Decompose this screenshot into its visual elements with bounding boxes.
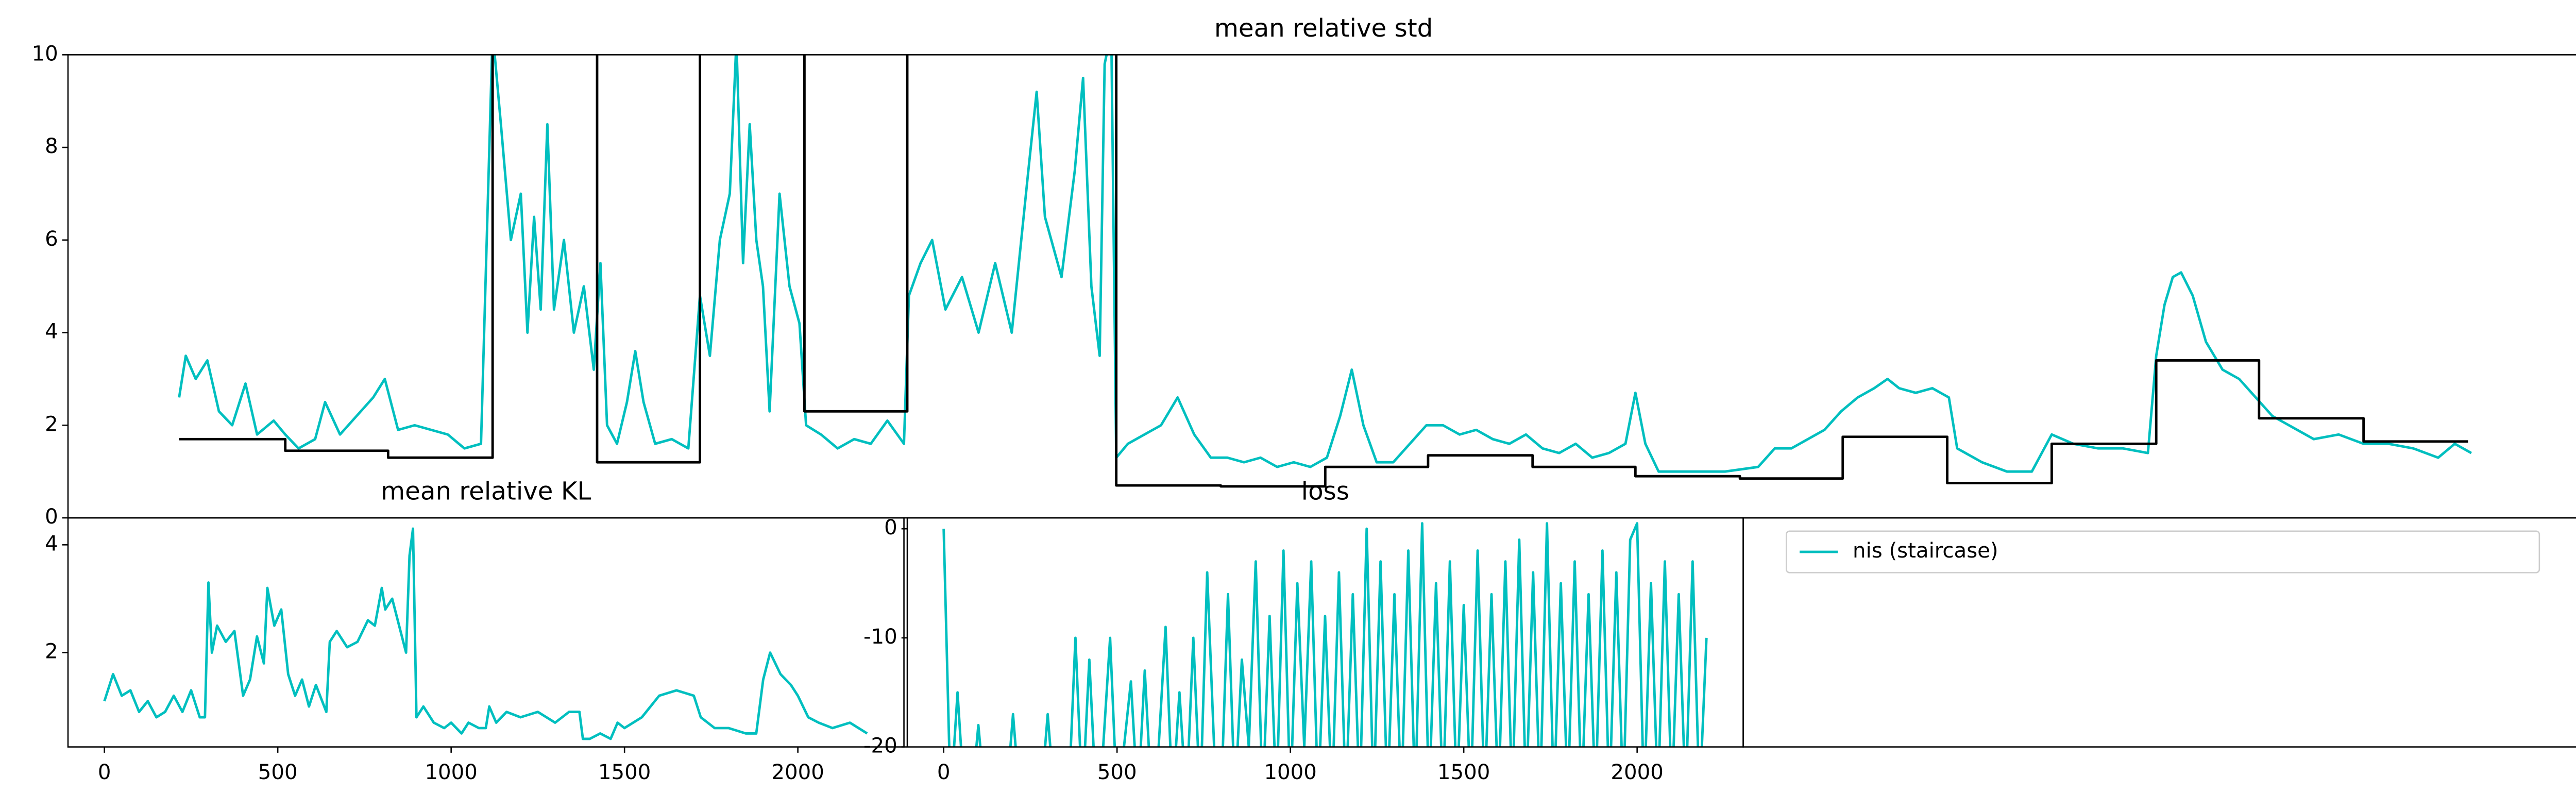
x-tick-label: 500	[258, 761, 298, 784]
plot-area	[942, 522, 1708, 747]
x-tick-label: 2000	[771, 761, 824, 784]
data-line	[942, 522, 1708, 747]
data-line	[179, 55, 2468, 488]
x-tick-label: 1000	[1264, 761, 1316, 784]
y-tick-label: 2	[45, 640, 58, 664]
data-line	[103, 527, 868, 740]
chart-title: mean relative KL	[381, 477, 591, 506]
x-tick-label: 0	[98, 761, 111, 784]
x-tick-label: 2000	[1611, 761, 1663, 784]
plot-area	[103, 527, 868, 740]
y-tick-label: 4	[45, 320, 58, 344]
y-tick-label: -10	[863, 625, 897, 649]
y-tick-label: 2	[45, 412, 58, 436]
x-tick-label: 500	[1097, 761, 1137, 784]
legend-box	[1785, 530, 2540, 573]
x-tick-label: 1500	[598, 761, 651, 784]
y-tick-label: 8	[45, 134, 58, 158]
y-tick-label: 6	[45, 227, 58, 251]
x-tick-label: 1500	[1437, 761, 1490, 784]
y-tick-label: 10	[31, 42, 58, 65]
y-tick-label: 4	[45, 532, 58, 555]
y-tick-label: 0	[884, 516, 897, 539]
y-tick-label: 0	[45, 505, 58, 529]
y-tick-label: -20	[863, 734, 897, 758]
chart-title: mean relative std	[1214, 14, 1433, 43]
data-line	[178, 55, 2472, 473]
axes-frame	[67, 517, 905, 748]
plot-area	[178, 55, 2472, 488]
x-tick-label: 0	[937, 761, 951, 784]
chart-title: loss	[1301, 477, 1349, 506]
axes-frame	[67, 54, 2576, 519]
legend-axes	[1742, 517, 2576, 748]
x-tick-label: 1000	[425, 761, 477, 784]
legend-label: nis (staircase)	[1853, 539, 1998, 563]
